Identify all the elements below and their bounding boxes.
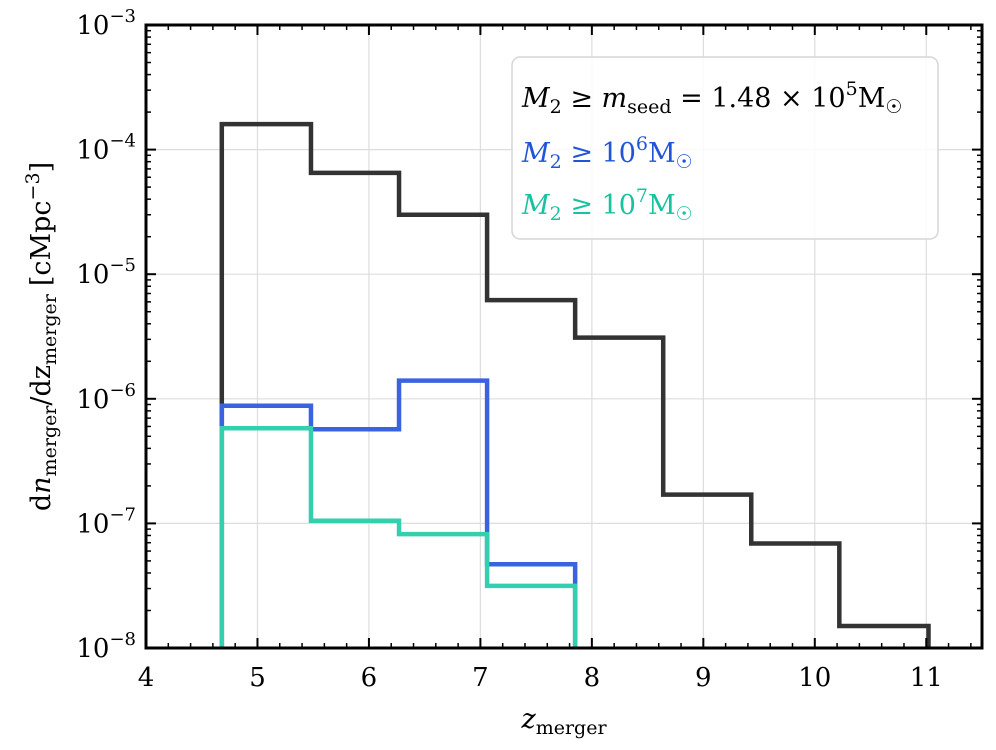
x-tick-label: 8 — [584, 663, 601, 693]
x-tick-label: 5 — [249, 663, 266, 693]
x-tick-label: 10 — [798, 663, 831, 693]
series-seed-step — [219, 121, 931, 648]
x-tick-label: 4 — [138, 663, 155, 693]
x-tick-label: 6 — [361, 663, 378, 693]
x-tick-label: 7 — [472, 663, 489, 693]
y-tick-label: 10−4 — [76, 131, 136, 166]
x-axis-label: zmerger — [520, 704, 607, 739]
y-tick-label: 10−6 — [76, 380, 136, 415]
legend-entry-1e6: M2 ≥ 106M☉ — [521, 133, 693, 173]
x-tick-label: 11 — [910, 663, 943, 693]
y-axis-label: dnmerger/dzmerger[cMpc−3] — [22, 162, 61, 511]
y-tick-label: 10−8 — [76, 629, 136, 664]
y-tick-label: 10−7 — [76, 504, 136, 539]
y-tick-label: 10−5 — [76, 255, 136, 290]
legend-entry-1e7: M2 ≥ 107M☉ — [521, 185, 693, 225]
x-tick-label: 9 — [695, 663, 712, 693]
series-1e6-step — [219, 378, 578, 648]
tick-labels: 4 5 6 7 8 9 10 11 10−8 10−7 10−6 10−5 10−4 10−3 — [76, 6, 942, 693]
legend: M2 ≥ mseed = 1.48 × 105M☉ M2 ≥ 106M☉ M2 … — [511, 56, 939, 240]
legend-box — [511, 56, 939, 240]
y-tick-label: 10−3 — [76, 6, 136, 41]
series-1e7-step — [219, 426, 578, 648]
histogram-series — [219, 121, 931, 648]
plot-frame — [144, 23, 984, 650]
legend-entry-seed: M2 ≥ mseed = 1.48 × 105M☉ — [521, 78, 902, 118]
